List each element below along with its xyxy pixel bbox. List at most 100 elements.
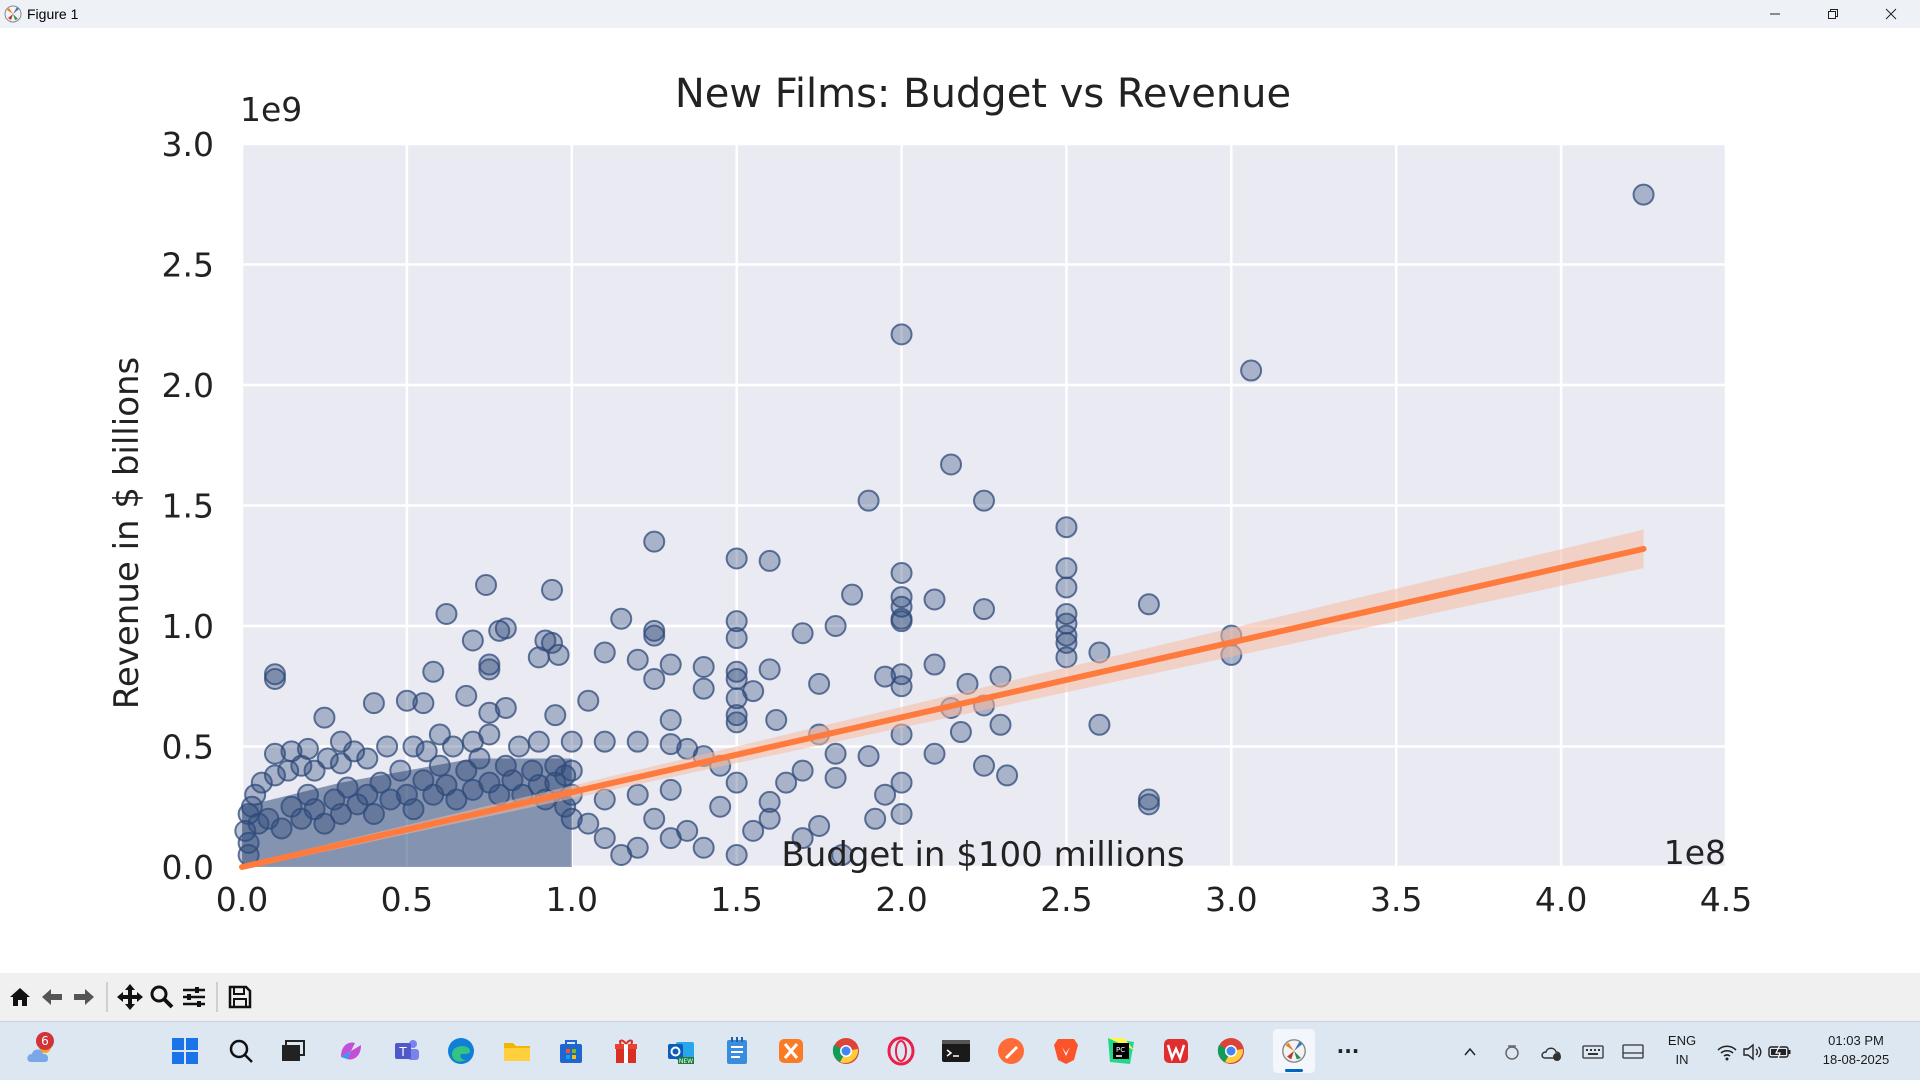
data-point <box>560 730 583 753</box>
forward-icon <box>74 989 94 1005</box>
home-button[interactable] <box>4 979 36 1015</box>
close-button[interactable] <box>1862 0 1920 28</box>
data-point <box>808 672 831 695</box>
store-button[interactable] <box>552 1032 590 1070</box>
postman-button[interactable] <box>992 1032 1030 1070</box>
search-icon <box>229 1039 253 1063</box>
search-button[interactable] <box>222 1032 260 1070</box>
tray-app-icon[interactable] <box>1502 1022 1522 1081</box>
chart-title: New Films: Budget vs Revenue <box>675 71 1291 117</box>
data-point <box>1055 557 1078 580</box>
data-point <box>494 696 517 719</box>
figure-canvas[interactable]: 0.0 0.5 1.0 1.5 2.0 2.5 3.0 3.5 4.0 4.5 0.0 0.5 1.0 1… <box>0 28 1920 973</box>
minimize-button[interactable] <box>1746 0 1804 28</box>
clock-date: 18-08-2025 <box>1822 1052 1890 1067</box>
x-tick-label: 4.0 <box>1535 880 1587 919</box>
show-hidden-icons-button[interactable] <box>1462 1022 1478 1081</box>
data-point <box>791 827 814 850</box>
data-point <box>725 711 748 734</box>
data-point <box>725 547 748 570</box>
chrome-profile-button[interactable] <box>1212 1032 1250 1070</box>
xampp-icon <box>779 1039 803 1063</box>
data-point <box>659 778 682 801</box>
wps-office-button[interactable] <box>1157 1032 1195 1070</box>
data-point <box>643 530 666 553</box>
teams-button[interactable]: T <box>388 1032 426 1070</box>
x-tick-label: 0.5 <box>381 880 433 919</box>
data-point <box>494 617 517 640</box>
data-point <box>725 704 748 727</box>
data-point <box>725 771 748 794</box>
data-point <box>475 574 498 597</box>
copilot-button[interactable] <box>332 1032 370 1070</box>
more-apps-button[interactable]: ··· <box>1336 1039 1360 1063</box>
data-point <box>478 658 501 681</box>
pan-button[interactable] <box>114 979 146 1015</box>
x-tick-label: 4.5 <box>1700 880 1752 919</box>
clock[interactable]: 01:03 PM 18-08-2025 <box>1810 1031 1902 1069</box>
display-button[interactable] <box>1622 1022 1644 1081</box>
data-point <box>610 607 633 630</box>
data-point <box>824 615 847 637</box>
configure-subplots-button[interactable] <box>178 979 210 1015</box>
gift-icon <box>615 1039 637 1063</box>
forward-button[interactable] <box>68 979 100 1015</box>
xampp-button[interactable] <box>772 1032 810 1070</box>
touch-keyboard-button[interactable] <box>1582 1022 1604 1081</box>
quick-settings-button[interactable] <box>1716 1022 1792 1081</box>
data-point <box>725 660 748 683</box>
y-tick-label: 1.5 <box>162 487 214 526</box>
chrome-icon <box>1217 1038 1244 1064</box>
data-point <box>626 648 649 671</box>
file-explorer-button[interactable] <box>498 1032 536 1070</box>
data-point <box>709 795 732 818</box>
weather-widget[interactable]: 6 <box>22 1032 60 1070</box>
gift-app-button[interactable] <box>607 1032 645 1070</box>
data-point <box>1137 793 1160 816</box>
start-button[interactable] <box>166 1032 204 1070</box>
data-point <box>1137 788 1160 811</box>
data-point <box>923 742 946 765</box>
data-point <box>742 819 765 842</box>
chrome-button[interactable] <box>827 1032 865 1070</box>
task-view-button[interactable] <box>274 1032 312 1070</box>
data-point <box>758 549 781 572</box>
regression-line <box>239 545 1647 870</box>
data-point <box>831 843 854 866</box>
notepad-button[interactable] <box>718 1032 756 1070</box>
zoom-button[interactable] <box>146 979 178 1015</box>
cloud-sync-icon <box>1541 1047 1561 1061</box>
data-point <box>478 653 501 676</box>
x-tick-label: 3.5 <box>1370 880 1422 919</box>
back-button[interactable] <box>36 979 68 1015</box>
teams-icon: T <box>395 1040 419 1060</box>
opera-button[interactable] <box>882 1032 920 1070</box>
x-axis-label: Budget in $100 millions <box>781 835 1184 875</box>
outlook-new-button[interactable]: NEW <box>662 1032 700 1070</box>
copilot-icon <box>341 1042 361 1060</box>
data-point <box>725 627 748 650</box>
brave-button[interactable] <box>1047 1032 1085 1070</box>
toolbar-separator <box>216 982 218 1012</box>
edge-button[interactable] <box>442 1032 480 1070</box>
data-point <box>280 740 303 763</box>
data-point <box>577 689 600 712</box>
data-point <box>996 764 1019 787</box>
data-point <box>540 631 563 654</box>
data-point <box>765 708 788 731</box>
restore-button[interactable] <box>1804 0 1862 28</box>
pycharm-icon: PC <box>1108 1038 1134 1064</box>
matplotlib-figure-taskbar-button[interactable] <box>1273 1029 1315 1073</box>
data-point <box>890 663 913 686</box>
data-point <box>725 843 748 866</box>
data-point <box>478 723 501 746</box>
terminal-button[interactable] <box>937 1032 975 1070</box>
pycharm-button[interactable]: PC <box>1102 1032 1140 1070</box>
save-button[interactable] <box>224 979 256 1015</box>
edge-icon <box>448 1038 474 1064</box>
y-tick-label: 1.0 <box>162 607 214 646</box>
language-indicator[interactable]: ENG IN <box>1662 1031 1702 1069</box>
wps-icon <box>1164 1039 1188 1063</box>
close-icon <box>1885 8 1897 20</box>
onedrive-status[interactable] <box>1540 1022 1564 1081</box>
